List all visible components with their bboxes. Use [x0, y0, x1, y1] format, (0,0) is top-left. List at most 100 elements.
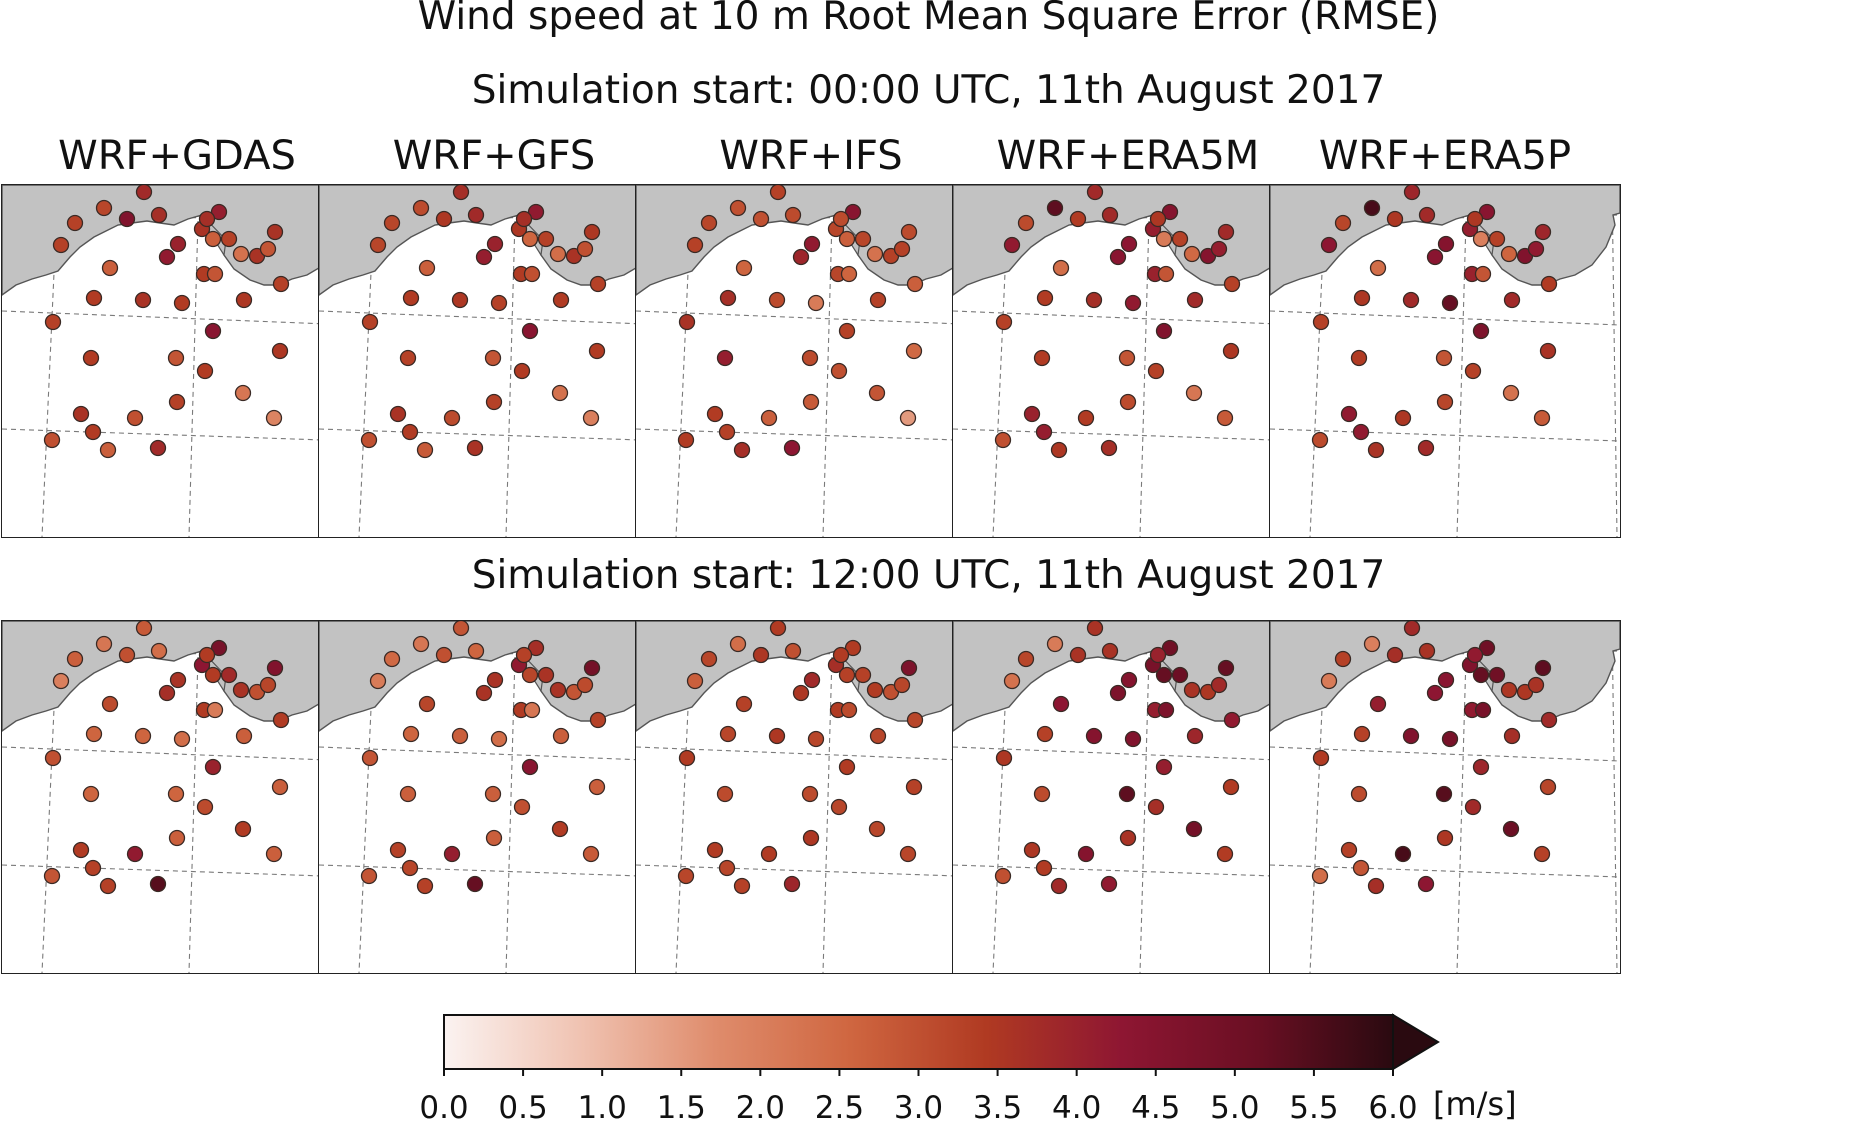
station-marker	[537, 230, 555, 248]
gridline	[636, 746, 986, 762]
station-marker	[802, 829, 820, 847]
station-marker	[1527, 676, 1545, 694]
station-marker	[1186, 291, 1204, 309]
station-marker	[729, 635, 747, 653]
map-panel-r1-wrf-ifs	[635, 620, 987, 974]
station-marker	[1472, 758, 1490, 776]
station-marker	[1311, 431, 1329, 449]
station-marker	[435, 210, 453, 228]
station-marker	[158, 684, 176, 702]
station-marker	[807, 294, 825, 312]
station-marker	[1418, 642, 1436, 660]
station-marker	[198, 646, 216, 664]
station-marker	[1155, 666, 1173, 684]
station-marker	[399, 349, 417, 367]
station-marker	[527, 203, 545, 221]
station-marker	[1119, 829, 1137, 847]
gridline	[636, 310, 986, 326]
station-marker	[735, 259, 753, 277]
station-marker	[196, 798, 214, 816]
gridline	[188, 185, 200, 537]
station-marker	[361, 313, 379, 331]
colorbar-extend-arrow	[1392, 1013, 1440, 1071]
station-marker	[783, 875, 801, 893]
station-marker	[760, 845, 778, 863]
station-marker	[1320, 672, 1338, 690]
station-marker	[101, 259, 119, 277]
station-marker	[1435, 785, 1453, 803]
station-marker	[1334, 650, 1352, 668]
station-marker	[549, 245, 567, 263]
gridline	[2, 746, 352, 762]
station-marker	[1210, 676, 1228, 694]
station-marker	[583, 223, 601, 241]
station-marker	[1217, 223, 1235, 241]
station-marker	[204, 666, 222, 684]
station-marker	[401, 859, 419, 877]
station-marker	[72, 405, 90, 423]
station-marker	[452, 621, 470, 637]
station-marker	[769, 621, 787, 637]
station-marker	[1478, 639, 1496, 657]
station-marker	[589, 275, 607, 293]
station-marker	[783, 439, 801, 457]
gridline	[505, 185, 517, 537]
station-marker	[235, 727, 253, 745]
station-marker	[1085, 727, 1103, 745]
station-marker	[768, 291, 786, 309]
station-marker	[686, 236, 704, 254]
station-marker	[1003, 236, 1021, 254]
station-marker	[1500, 245, 1518, 263]
gridline	[319, 310, 669, 326]
station-marker	[866, 681, 884, 699]
station-marker	[1369, 695, 1387, 713]
station-marker	[1502, 820, 1520, 838]
station-marker	[1478, 203, 1496, 221]
station-marker	[167, 349, 185, 367]
station-marker	[1474, 701, 1492, 719]
station-marker	[1474, 265, 1492, 283]
station-marker	[486, 235, 504, 253]
gridline	[505, 621, 517, 973]
station-marker	[52, 672, 70, 690]
station-marker	[521, 230, 539, 248]
station-marker	[389, 841, 407, 859]
land-mass	[1270, 185, 1620, 296]
station-marker	[52, 236, 70, 254]
station-marker	[803, 671, 821, 689]
station-marker	[733, 441, 751, 459]
station-marker	[126, 409, 144, 427]
map-canvas	[1270, 621, 1620, 973]
station-marker	[718, 859, 736, 877]
station-marker	[412, 635, 430, 653]
station-marker	[1417, 439, 1435, 457]
station-marker	[1171, 230, 1189, 248]
station-marker	[416, 441, 434, 459]
station-marker	[589, 711, 607, 729]
station-marker	[838, 666, 856, 684]
station-marker	[1464, 798, 1482, 816]
station-marker	[1311, 867, 1329, 885]
station-marker	[1157, 701, 1175, 719]
station-marker	[210, 203, 228, 221]
station-marker	[418, 695, 436, 713]
station-marker	[588, 778, 606, 796]
station-marker	[43, 867, 61, 885]
station-marker	[1157, 265, 1175, 283]
map-panel-r1-wrf-era5p	[1269, 620, 1621, 974]
station-marker	[1534, 659, 1552, 677]
station-marker	[1155, 322, 1173, 340]
station-marker	[173, 730, 191, 748]
station-marker	[700, 214, 718, 232]
colorbar-tick-label: 1.5	[656, 1090, 706, 1126]
station-marker	[686, 672, 704, 690]
station-marker	[1069, 646, 1087, 664]
station-marker	[869, 291, 887, 309]
station-marker	[716, 785, 734, 803]
station-marker	[801, 785, 819, 803]
station-marker	[1527, 240, 1545, 258]
row-subtitle-1: Simulation start: 12:00 UTC, 11th August…	[471, 553, 1386, 598]
station-marker	[1367, 441, 1385, 459]
colorbar-tick-label: 0.0	[419, 1090, 469, 1126]
station-marker	[169, 235, 187, 253]
